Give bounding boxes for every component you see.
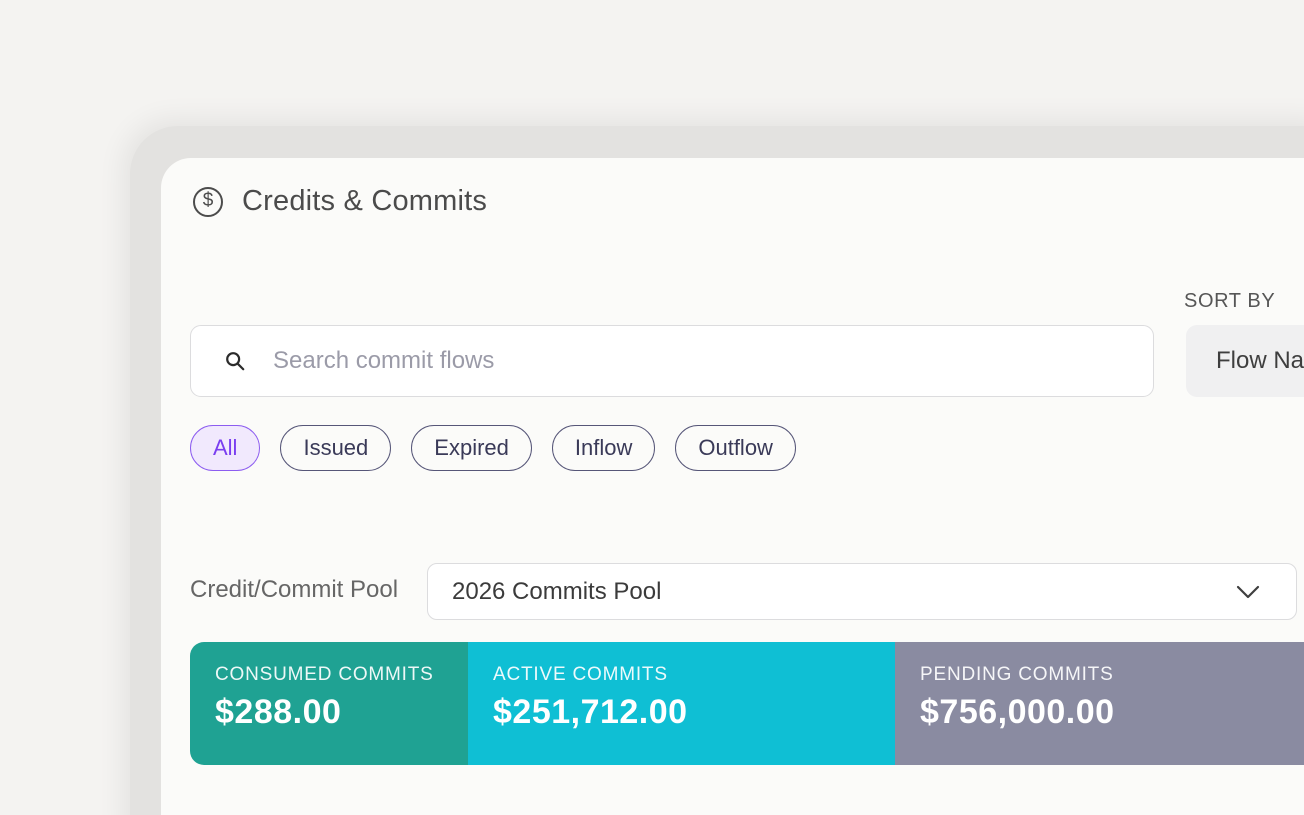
filter-pill-expired[interactable]: Expired [411,425,532,471]
pool-select[interactable]: 2026 Commits Pool [427,563,1297,620]
stat-card-pending-commits: PENDING COMMITS $756,000.00 [895,642,1304,765]
filter-pill-issued[interactable]: Issued [280,425,392,471]
stat-value: $756,000.00 [920,693,1115,731]
filter-pill-all[interactable]: All [190,425,261,471]
panel-header: $ Credits & Commits [193,185,487,218]
sort-by-value: Flow Name [1216,347,1304,374]
stat-card-consumed-commits: CONSUMED COMMITS $288.00 [190,642,468,765]
sort-by-select[interactable]: Flow Name [1186,325,1304,397]
filter-pill-row: All Issued Expired Inflow Outflow [190,425,796,471]
search-input[interactable] [273,347,1093,375]
stat-label: CONSUMED COMMITS [215,664,434,685]
dollar-circle-icon: $ [193,186,223,217]
chevron-down-icon [1236,585,1260,598]
page-title: Credits & Commits [242,185,488,217]
stat-card-active-commits: ACTIVE COMMITS $251,712.00 [468,642,895,765]
filter-pill-inflow[interactable]: Inflow [551,425,656,471]
search-icon [226,352,245,371]
pool-select-value: 2026 Commits Pool [452,577,662,605]
stat-label: ACTIVE COMMITS [493,664,668,685]
sort-by-label: SORT BY [1184,290,1276,312]
stats-row: CONSUMED COMMITS $288.00 ACTIVE COMMITS … [190,642,1304,765]
search-box[interactable] [190,325,1154,397]
stat-value: $288.00 [215,693,342,731]
filter-pill-outflow[interactable]: Outflow [675,425,796,471]
pool-label: Credit/Commit Pool [190,576,399,603]
stat-label: PENDING COMMITS [920,664,1114,685]
stat-value: $251,712.00 [493,693,688,731]
